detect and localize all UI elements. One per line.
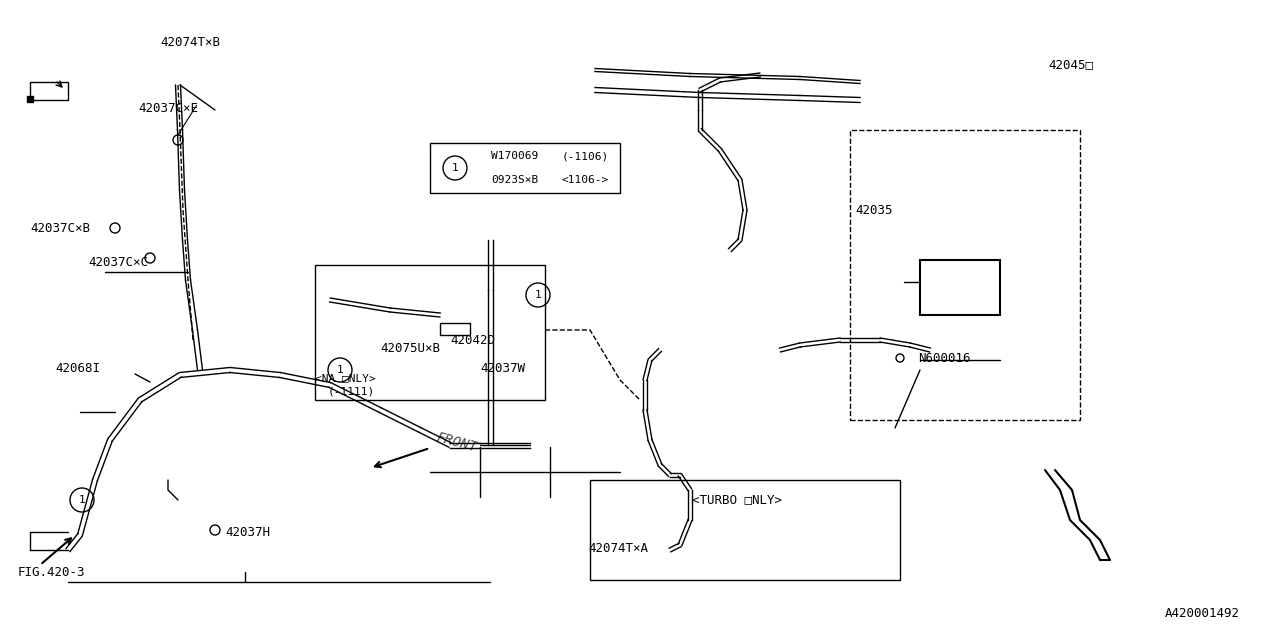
Text: 42037H: 42037H [225,525,270,538]
Text: W170069: W170069 [492,151,539,161]
Text: A420001492: A420001492 [1165,607,1240,620]
Text: 42037C×C: 42037C×C [88,255,148,269]
Text: FRONT: FRONT [435,431,479,455]
Text: <TURBO □NLY>: <TURBO □NLY> [692,493,782,506]
Text: 42068I: 42068I [55,362,100,374]
Bar [590,480,900,580]
Bar [315,265,545,400]
Bar [29,82,68,100]
Text: 42074T×B: 42074T×B [160,35,220,49]
Text: FIG.420-3: FIG.420-3 [18,566,86,579]
Text: 42037W: 42037W [480,362,525,374]
Text: 42035: 42035 [855,204,892,216]
Bar [440,323,470,335]
Text: 1: 1 [337,365,343,375]
Text: 42037C×B: 42037C×B [29,221,90,234]
Text: 1: 1 [78,495,86,505]
Text: (-1106): (-1106) [562,151,608,161]
Text: <1106->: <1106-> [562,175,608,185]
Bar [920,260,1000,315]
Text: 42074T×A: 42074T×A [588,541,648,554]
Text: 1: 1 [535,290,541,300]
Text: 1: 1 [452,163,458,173]
Text: (-1111): (-1111) [328,387,375,397]
Text: 42075U×B: 42075U×B [380,342,440,355]
Text: 42045□: 42045□ [1048,58,1093,72]
Text: 42037C×E: 42037C×E [138,102,198,115]
Text: <NA □NLY>: <NA □NLY> [315,373,376,383]
Text: N600016: N600016 [918,351,970,365]
Text: 0923S×B: 0923S×B [492,175,539,185]
Bar [850,130,1080,420]
Bar [430,143,620,193]
Text: 42042D: 42042D [451,333,495,346]
